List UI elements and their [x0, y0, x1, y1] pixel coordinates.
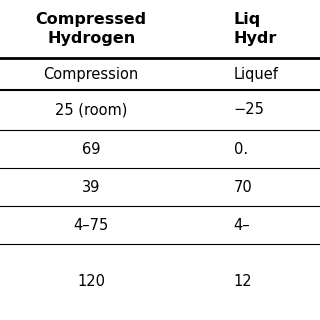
Text: Liq
Hydr: Liq Hydr: [234, 12, 277, 46]
Text: 70: 70: [234, 180, 252, 195]
Text: 4–: 4–: [234, 218, 250, 233]
Text: 25 (room): 25 (room): [55, 102, 127, 117]
Text: 12: 12: [234, 275, 252, 290]
Text: 39: 39: [82, 180, 100, 195]
Text: Compression: Compression: [44, 67, 139, 82]
Text: −25: −25: [234, 102, 264, 117]
Text: Liquef: Liquef: [234, 67, 278, 82]
Text: 69: 69: [82, 141, 100, 156]
Text: Compressed
Hydrogen: Compressed Hydrogen: [36, 12, 147, 46]
Text: 120: 120: [77, 275, 105, 290]
Text: 0.: 0.: [234, 141, 248, 156]
Text: 4–75: 4–75: [74, 218, 109, 233]
